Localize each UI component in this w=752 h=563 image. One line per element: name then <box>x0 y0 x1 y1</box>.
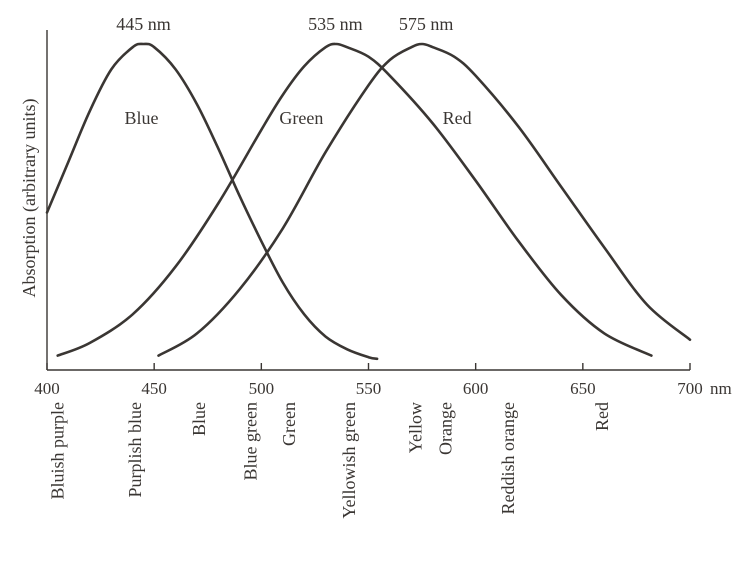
color-band-label: Bluish purple <box>48 402 68 500</box>
x-tick-label: 500 <box>249 379 275 398</box>
red-peak-label: 575 nm <box>399 14 454 34</box>
x-tick-label: 600 <box>463 379 489 398</box>
x-tick-label: 450 <box>141 379 167 398</box>
green-peak-label: 535 nm <box>308 14 363 34</box>
color-band-label: Blue green <box>241 402 261 480</box>
color-band-label: Yellow <box>406 402 426 453</box>
color-band-label: Reddish orange <box>498 402 518 514</box>
x-tick-label: 400 <box>34 379 60 398</box>
red-name-label: Red <box>443 108 472 128</box>
color-band-label: Green <box>279 402 299 446</box>
blue-curve <box>45 42 379 361</box>
x-tick-label: 700 <box>677 379 703 398</box>
color-band-label: Blue <box>189 402 209 436</box>
y-axis-label: Absorption (arbitrary units) <box>19 99 40 298</box>
color-band-label: Orange <box>436 402 456 455</box>
color-band-label: Yellowish green <box>339 402 359 519</box>
blue-name-label: Blue <box>124 108 158 128</box>
chart-labels: 445 nm Blue 535 nm Green 575 nm Red Bluish pur… <box>48 14 612 519</box>
blue-peak-label: 445 nm <box>116 14 171 34</box>
red-curve <box>157 42 692 357</box>
x-unit-label: nm <box>710 379 732 398</box>
absorption-curves <box>45 42 692 361</box>
x-tick-label: 550 <box>356 379 382 398</box>
green-name-label: Green <box>279 108 323 128</box>
x-tick-label: 650 <box>570 379 596 398</box>
color-band-label: Red <box>592 402 612 431</box>
color-band-label: Purplish blue <box>125 402 145 498</box>
axes: 400 450 500 550 600 650 700 nm Absorption (arbit… <box>19 30 732 398</box>
green-curve <box>56 42 653 357</box>
